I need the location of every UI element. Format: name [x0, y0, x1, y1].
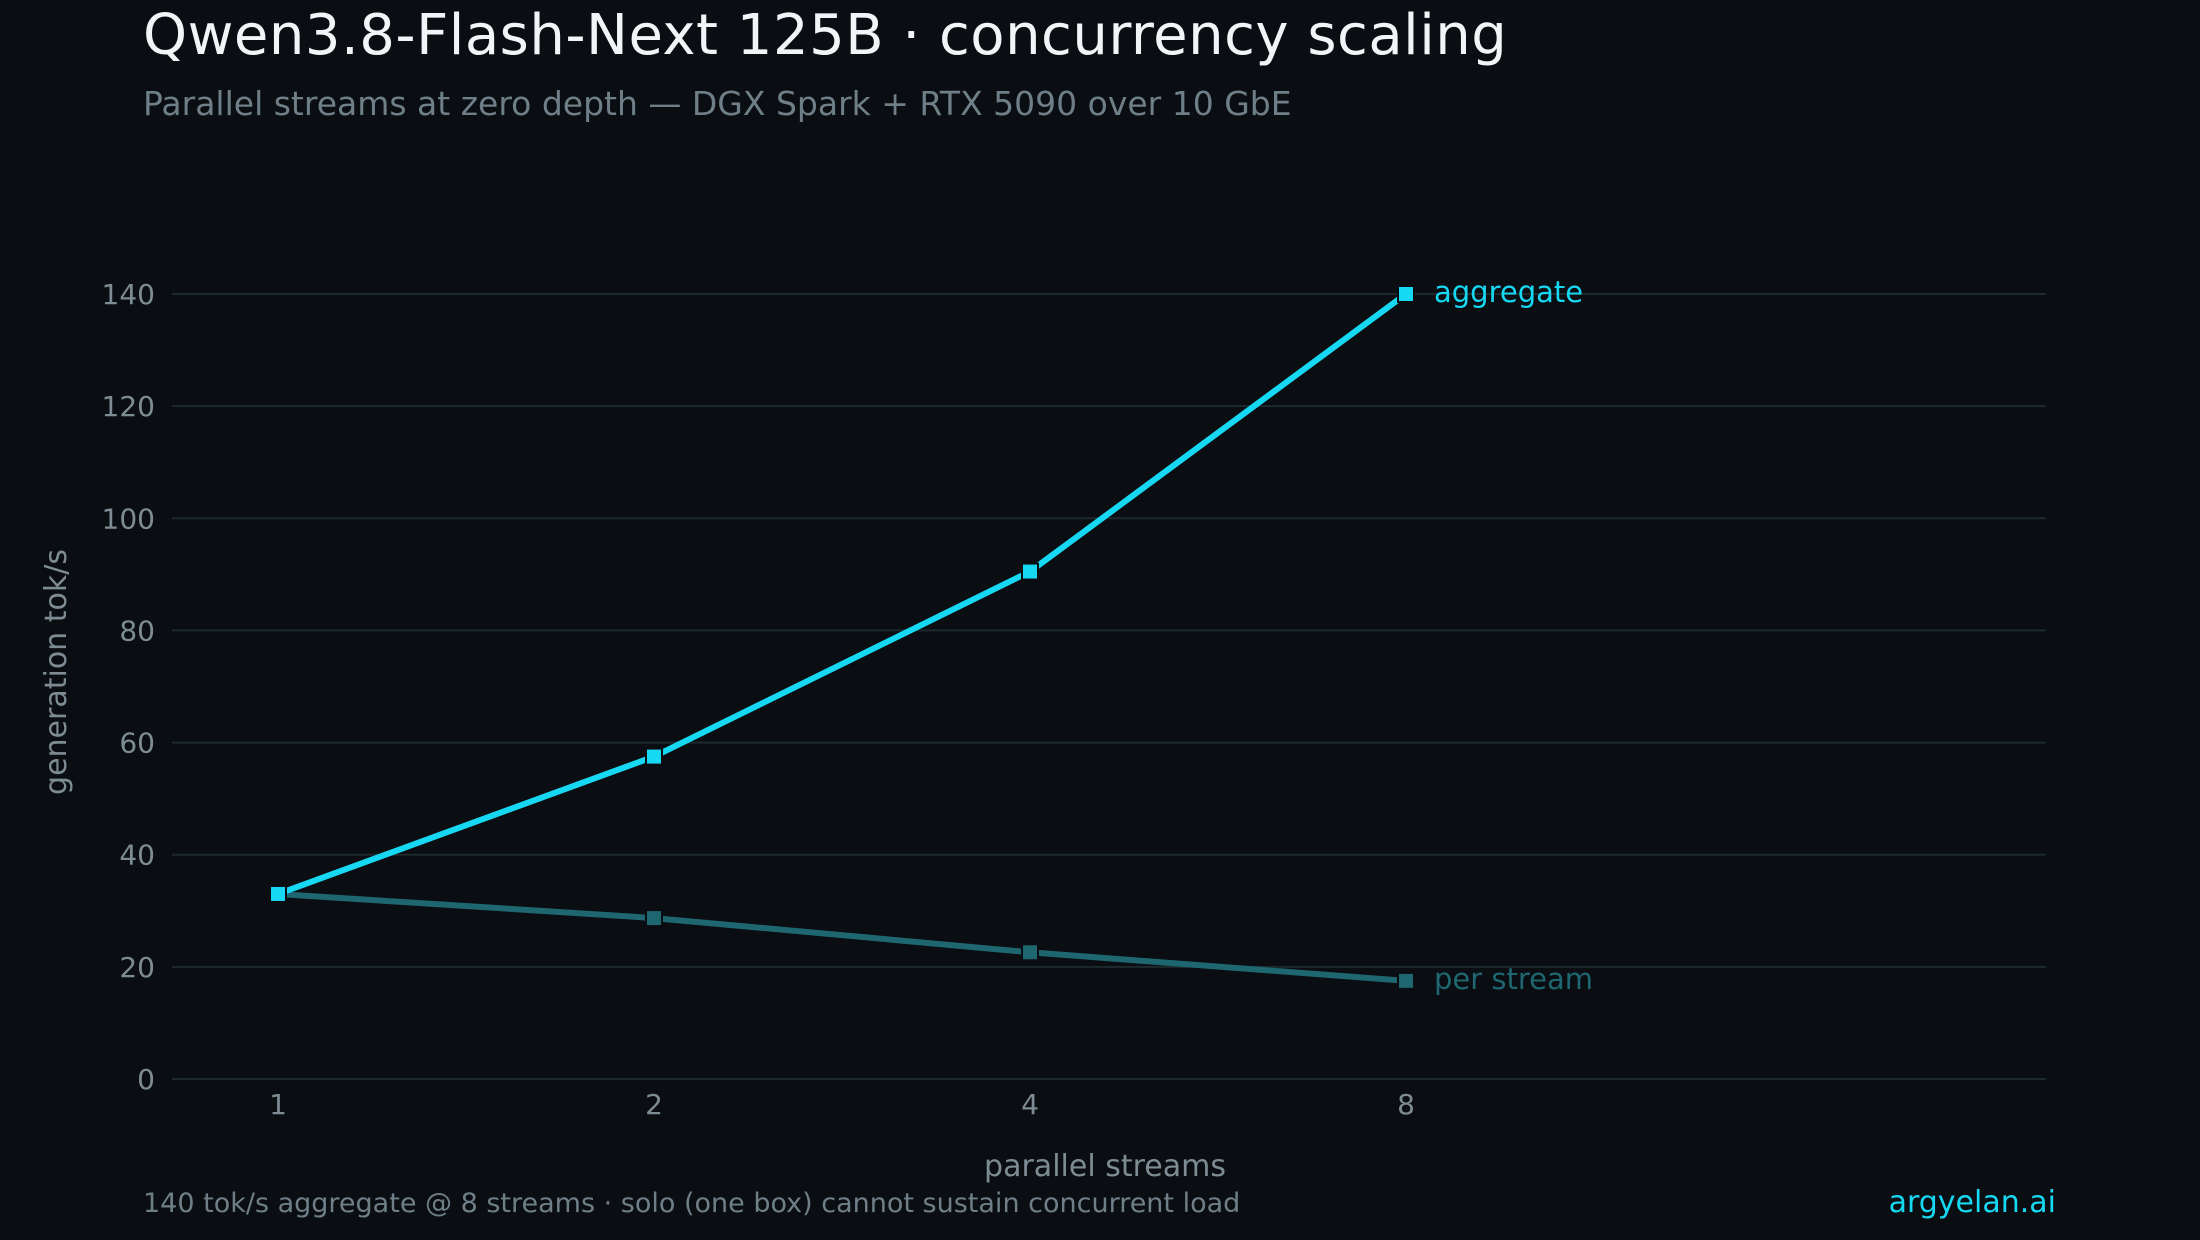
data-point-aggregate — [645, 747, 663, 766]
x-axis-title: parallel streams — [984, 1149, 1226, 1184]
x-tick-label: 4 — [1021, 1088, 1039, 1121]
chart-title: Qwen3.8-Flash-Next 125B · concurrency sc… — [143, 3, 1508, 68]
y-axis-ticks: 0 20 40 60 80 100 120 140 — [102, 278, 155, 1096]
series-lines: per stream aggregate — [269, 275, 1593, 996]
y-tick-label: 100 — [102, 502, 155, 535]
x-axis-ticks: 1 2 4 8 — [269, 1088, 1415, 1121]
x-tick-label: 8 — [1397, 1088, 1415, 1121]
x-tick-label: 1 — [269, 1088, 287, 1121]
y-tick-label: 120 — [102, 390, 155, 423]
chart-subtitle: Parallel streams at zero depth — DGX Spa… — [143, 84, 1292, 123]
y-axis-title: generation tok/s — [39, 549, 74, 795]
y-tick-label: 140 — [102, 278, 155, 311]
y-tick-label: 0 — [137, 1063, 155, 1096]
data-point-per-stream — [1397, 971, 1415, 990]
y-tick-label: 40 — [119, 839, 155, 872]
data-point-per-stream — [1021, 943, 1039, 962]
data-point-aggregate — [269, 884, 287, 903]
data-point-aggregate — [1397, 285, 1415, 303]
data-point-per-stream — [645, 909, 663, 928]
y-tick-label: 20 — [119, 951, 155, 984]
series-label-per-stream: per stream — [1434, 962, 1593, 996]
series-line-per-stream — [275, 890, 1409, 984]
y-tick-label: 60 — [119, 727, 155, 760]
series-label-aggregate: aggregate — [1434, 275, 1583, 309]
grid-lines — [172, 293, 2046, 1080]
x-tick-label: 2 — [645, 1088, 663, 1121]
footer-note: 140 tok/s aggregate @ 8 streams · solo (… — [143, 1188, 1241, 1219]
data-point-aggregate — [1021, 562, 1039, 581]
series-line-aggregate — [275, 291, 1409, 897]
brand-link[interactable]: argyelan.ai — [1888, 1185, 2056, 1220]
y-tick-label: 80 — [119, 614, 155, 647]
